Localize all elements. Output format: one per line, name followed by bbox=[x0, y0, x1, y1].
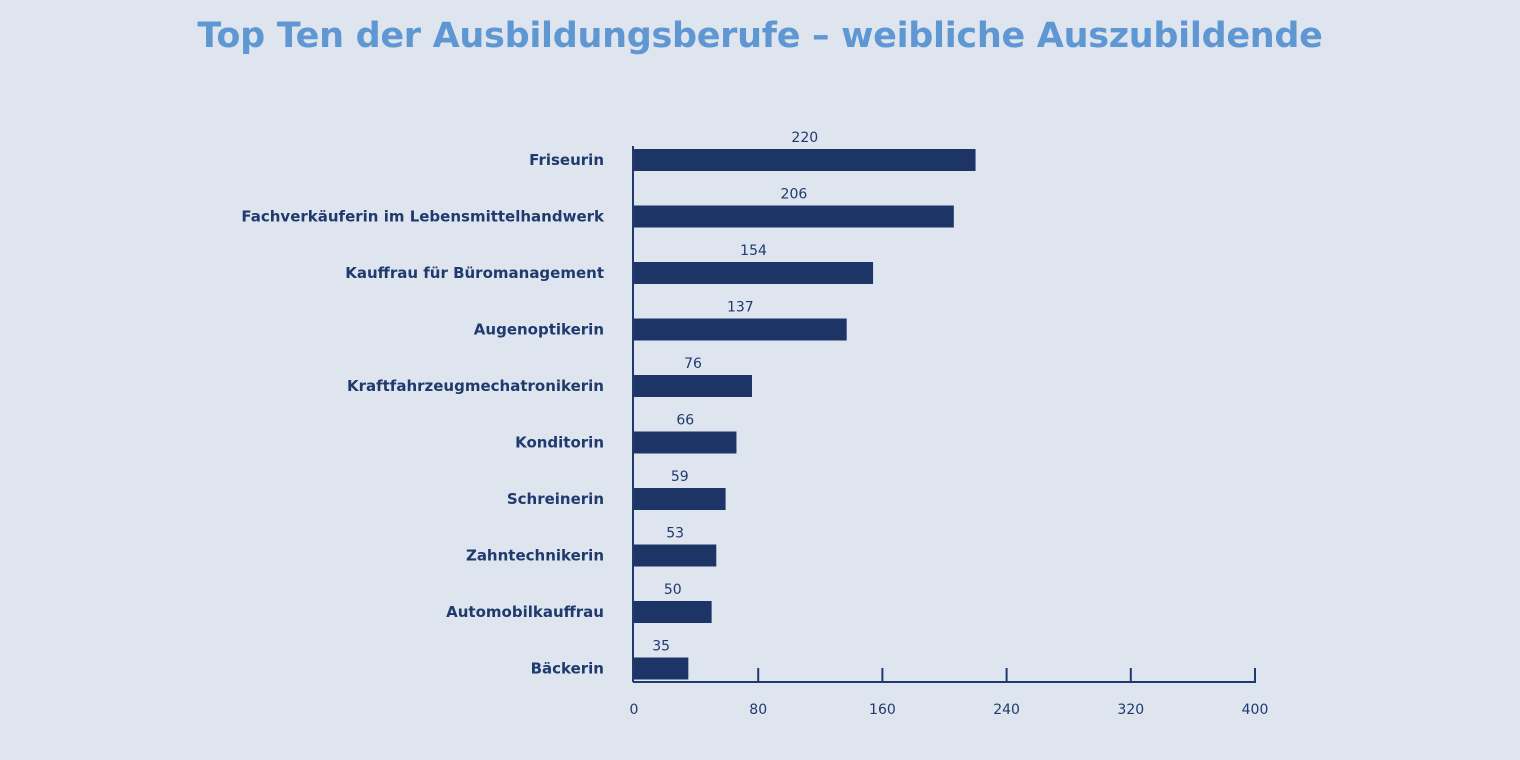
x-tick-label: 320 bbox=[1117, 702, 1144, 718]
category-label: Zahntechnikerin bbox=[466, 547, 604, 565]
value-label: 220 bbox=[791, 130, 818, 146]
category-label: Friseurin bbox=[529, 151, 604, 169]
category-label: Augenoptikerin bbox=[474, 321, 604, 339]
bar-10 bbox=[634, 657, 689, 680]
value-label: 53 bbox=[666, 526, 684, 542]
x-tick-label: 400 bbox=[1242, 702, 1269, 718]
category-label: Fachverkäuferin im Lebensmittelhandwerk bbox=[241, 208, 605, 226]
bar-3 bbox=[634, 262, 874, 284]
bar-2 bbox=[634, 205, 954, 228]
category-label: Bäckerin bbox=[531, 660, 604, 678]
value-label: 206 bbox=[781, 187, 808, 203]
value-label: 35 bbox=[652, 639, 670, 655]
value-label: 59 bbox=[671, 469, 689, 485]
category-label: Automobilkauffrau bbox=[446, 603, 604, 621]
category-label: Kraftfahrzeugmechatronikerin bbox=[347, 377, 604, 395]
bar-1 bbox=[634, 149, 976, 171]
bar-9 bbox=[634, 601, 712, 623]
x-tick-label: 80 bbox=[749, 702, 767, 718]
chart-title: Top Ten der Ausbildungsberufe – weiblich… bbox=[197, 16, 1323, 56]
x-tick-label: 240 bbox=[993, 702, 1020, 718]
category-label: Schreinerin bbox=[507, 490, 604, 508]
bar-6 bbox=[634, 431, 737, 454]
value-label: 76 bbox=[684, 356, 702, 372]
bar-7 bbox=[634, 488, 726, 510]
value-label: 66 bbox=[676, 413, 694, 429]
value-label: 50 bbox=[664, 582, 682, 598]
bar-8 bbox=[634, 544, 717, 567]
x-tick-label: 0 bbox=[630, 702, 639, 718]
bar-4 bbox=[634, 318, 847, 341]
category-label: Kauffrau für Büromanagement bbox=[345, 264, 604, 282]
category-label: Konditorin bbox=[515, 434, 604, 452]
bar-5 bbox=[634, 375, 752, 397]
x-tick-label: 160 bbox=[869, 702, 896, 718]
value-label: 154 bbox=[740, 243, 767, 259]
value-label: 137 bbox=[727, 300, 754, 316]
